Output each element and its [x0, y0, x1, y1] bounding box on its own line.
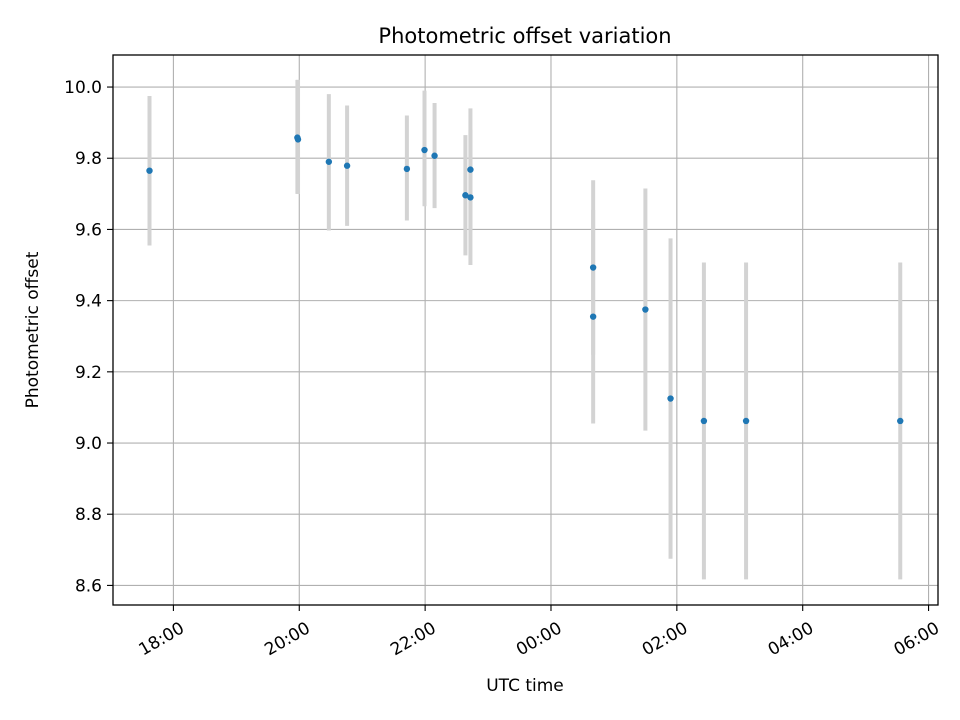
y-axis-label: Photometric offset — [23, 251, 43, 408]
y-tick-label: 9.2 — [75, 363, 102, 383]
data-points — [146, 134, 904, 425]
data-point — [403, 165, 411, 173]
x-tick-label: 20:00 — [261, 618, 313, 660]
data-point — [589, 313, 597, 320]
y-tick-label: 9.4 — [75, 292, 102, 312]
x-tick-label: 18:00 — [135, 618, 187, 660]
chart-title: Photometric offset variation — [378, 24, 671, 48]
x-tick-label: 22:00 — [387, 618, 439, 660]
data-point — [294, 136, 302, 143]
data-point — [325, 158, 333, 165]
y-tick-label: 8.8 — [75, 505, 102, 525]
data-point — [421, 146, 428, 154]
data-point — [467, 194, 474, 201]
data-point — [467, 166, 474, 173]
x-axis-label: UTC time — [486, 676, 564, 696]
data-point — [642, 306, 649, 313]
data-point — [897, 417, 904, 425]
error-bars — [147, 79, 903, 580]
y-tick-label: 9.6 — [75, 220, 102, 240]
data-point — [462, 192, 469, 199]
y-tick-label: 10.0 — [64, 78, 102, 98]
x-tick-label: 06:00 — [891, 618, 943, 660]
data-point — [667, 395, 674, 402]
x-tick-label: 00:00 — [513, 618, 565, 660]
x-tick-label: 02:00 — [639, 618, 691, 660]
data-point — [431, 152, 438, 159]
x-tick-label: 04:00 — [765, 618, 817, 660]
data-point — [742, 417, 750, 425]
data-point — [589, 264, 597, 271]
data-point — [700, 417, 708, 425]
data-point — [146, 167, 153, 174]
y-tick-label: 9.0 — [75, 434, 102, 454]
y-tick-label: 9.8 — [75, 149, 102, 169]
grid — [113, 55, 938, 605]
plot-frame — [112, 54, 939, 606]
data-point — [343, 162, 351, 169]
y-axis-ticks: 8.6 8.8 9.0 9.2 9.4 9.6 9.8 10.0 — [64, 78, 113, 596]
x-axis-ticks: 18:00 20:00 22:00 00:00 02:00 04:00 06:00 — [135, 605, 943, 660]
y-tick-label: 8.6 — [75, 576, 102, 596]
